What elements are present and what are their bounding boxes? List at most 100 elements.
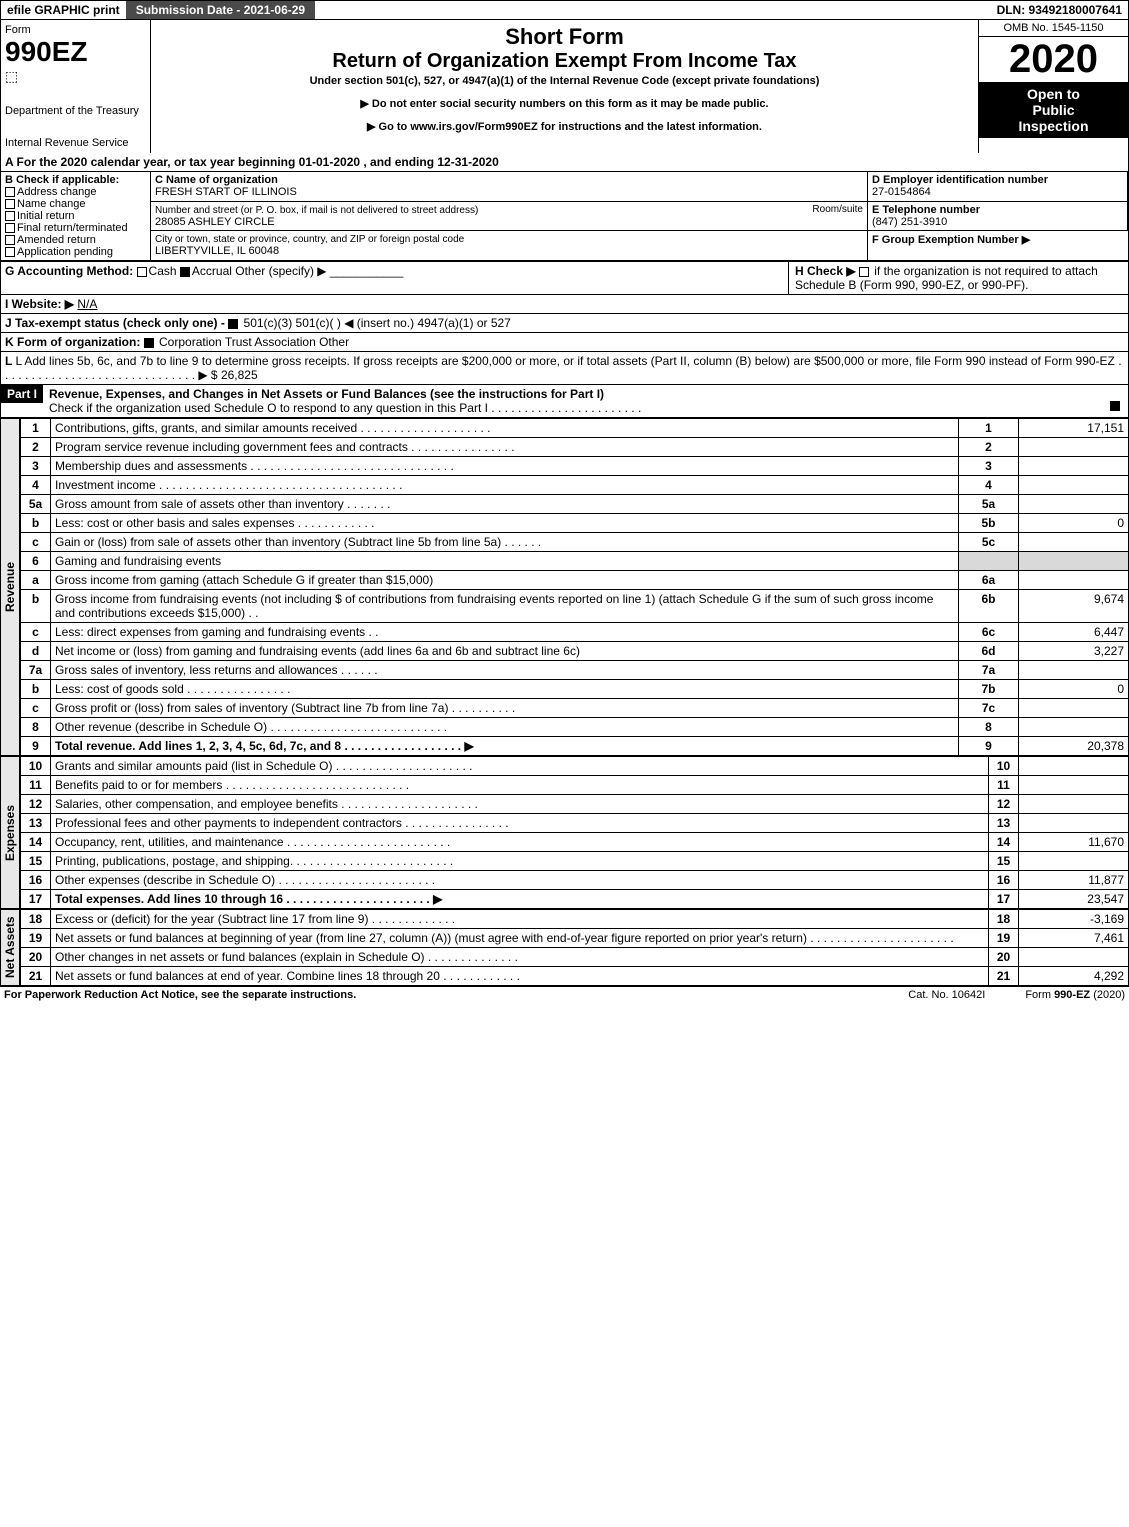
line-7a-label: Gross sales of inventory, less returns a… bbox=[55, 663, 378, 677]
checkbox-accrual[interactable] bbox=[180, 267, 190, 277]
checkbox-schedule-o[interactable] bbox=[1110, 401, 1120, 411]
telephone: (847) 251-3910 bbox=[872, 216, 947, 228]
line-k: K Form of organization: Corporation Trus… bbox=[0, 333, 1129, 352]
box-e-label: E Telephone number bbox=[872, 204, 980, 216]
box-b-title: B Check if applicable: bbox=[5, 174, 146, 186]
short-form-title: Short Form bbox=[159, 24, 970, 50]
line-17-amount: 23,547 bbox=[1019, 890, 1129, 909]
ssn-notice: ▶ Do not enter social security numbers o… bbox=[159, 97, 970, 110]
opt-amended-return: Amended return bbox=[17, 234, 96, 246]
line-10-label: Grants and similar amounts paid (list in… bbox=[51, 757, 989, 776]
opt-application-pending: Application pending bbox=[17, 246, 113, 258]
revenue-label: Revenue bbox=[0, 418, 20, 756]
line-15-label: Printing, publications, postage, and shi… bbox=[51, 852, 989, 871]
page-footer: For Paperwork Reduction Act Notice, see … bbox=[0, 986, 1129, 1003]
checkbox-initial-return[interactable] bbox=[5, 211, 15, 221]
net-assets-table: 18Excess or (deficit) for the year (Subt… bbox=[20, 909, 1129, 986]
omb-number: OMB No. 1545-1150 bbox=[979, 20, 1128, 37]
line-5c-label: Gain or (loss) from sale of assets other… bbox=[51, 533, 959, 552]
box-f-label: F Group Exemption Number ▶ bbox=[872, 234, 1030, 246]
line-l-text: L Add lines 5b, 6c, and 7b to line 9 to … bbox=[5, 354, 1122, 382]
line-11-label: Benefits paid to or for members . . . . … bbox=[51, 776, 989, 795]
opt-name-change: Name change bbox=[17, 198, 86, 210]
city-label: City or town, state or province, country… bbox=[155, 234, 464, 245]
opt-final-return: Final return/terminated bbox=[17, 222, 128, 234]
line-11-amount bbox=[1019, 776, 1129, 795]
line-6d-label: Net income or (loss) from gaming and fun… bbox=[51, 642, 959, 661]
line-5b-mid: 0 bbox=[1019, 514, 1129, 533]
line-g-h: G Accounting Method: Cash Accrual Other … bbox=[0, 262, 1129, 295]
line-2-amount bbox=[1019, 438, 1129, 457]
line-4-label: Investment income . . . . . . . . . . . … bbox=[51, 476, 959, 495]
website-value: N/A bbox=[77, 297, 97, 311]
checkbox-address-change[interactable] bbox=[5, 187, 15, 197]
line-9-label: Total revenue. Add lines 1, 2, 3, 4, 5c,… bbox=[51, 737, 959, 756]
line-6a-mid bbox=[1019, 571, 1129, 590]
opt-address-change: Address change bbox=[17, 186, 97, 198]
box-b: B Check if applicable: Address change Na… bbox=[1, 172, 151, 261]
net-assets-label: Net Assets bbox=[0, 909, 20, 986]
line-j: J Tax-exempt status (check only one) - 5… bbox=[0, 314, 1129, 333]
line-5a-mid bbox=[1019, 495, 1129, 514]
line-15-amount bbox=[1019, 852, 1129, 871]
expenses-label: Expenses bbox=[0, 756, 20, 909]
website-notice: ▶ Go to www.irs.gov/Form990EZ for instru… bbox=[159, 120, 970, 133]
inspection-line3: Inspection bbox=[983, 118, 1124, 134]
line-21-amount: 4,292 bbox=[1019, 967, 1129, 986]
line-j-label: J Tax-exempt status (check only one) - bbox=[5, 316, 228, 330]
irs-label: Internal Revenue Service bbox=[5, 137, 146, 149]
box-c-city: City or town, state or province, country… bbox=[151, 231, 868, 261]
line-7c-label: Gross profit or (loss) from sales of inv… bbox=[51, 699, 959, 718]
street-address: 28085 ASHLEY CIRCLE bbox=[155, 216, 275, 228]
line-8-label: Other revenue (describe in Schedule O) .… bbox=[51, 718, 959, 737]
line-l: L L Add lines 5b, 6c, and 7b to line 9 t… bbox=[0, 352, 1129, 385]
form-number: 990EZ bbox=[5, 36, 146, 68]
dln: DLN: 93492180007641 bbox=[991, 1, 1128, 19]
line-20-amount bbox=[1019, 948, 1129, 967]
checkbox-corporation[interactable] bbox=[144, 338, 154, 348]
city-state-zip: LIBERTYVILLE, IL 60048 bbox=[155, 245, 279, 257]
opt-initial-return: Initial return bbox=[17, 210, 74, 222]
org-info-block: B Check if applicable: Address change Na… bbox=[0, 172, 1129, 262]
checkbox-amended-return[interactable] bbox=[5, 235, 15, 245]
line-6-label: Gaming and fundraising events bbox=[51, 552, 959, 571]
checkbox-501c3[interactable] bbox=[228, 319, 238, 329]
checkbox-application-pending[interactable] bbox=[5, 247, 15, 257]
line-6b-label: Gross income from fundraising events (no… bbox=[55, 592, 933, 620]
box-c-label: C Name of organization bbox=[155, 174, 278, 186]
form-header: Form 990EZ ⬚ Department of the Treasury … bbox=[0, 20, 1129, 153]
checkbox-cash[interactable] bbox=[137, 267, 147, 277]
expenses-section: Expenses 10Grants and similar amounts pa… bbox=[0, 756, 1129, 909]
line-6b-mid: 9,674 bbox=[1019, 590, 1129, 623]
box-d-label: D Employer identification number bbox=[872, 174, 1048, 186]
line-4-amount bbox=[1019, 476, 1129, 495]
line-20-label: Other changes in net assets or fund bala… bbox=[51, 948, 989, 967]
checkbox-name-change[interactable] bbox=[5, 199, 15, 209]
line-14-amount: 11,670 bbox=[1019, 833, 1129, 852]
inspection-line1: Open to bbox=[983, 86, 1124, 102]
top-bar: efile GRAPHIC print Submission Date - 20… bbox=[0, 0, 1129, 20]
efile-label[interactable]: efile GRAPHIC print bbox=[1, 1, 126, 19]
line-i-label: I Website: ▶ bbox=[5, 297, 74, 311]
line-6c-label: Less: direct expenses from gaming and fu… bbox=[55, 625, 379, 639]
line-1-amount: 17,151 bbox=[1019, 419, 1129, 438]
line-7b-label: Less: cost of goods sold . . . . . . . .… bbox=[55, 682, 290, 696]
department: Department of the Treasury bbox=[5, 105, 146, 117]
line-8-amount bbox=[1019, 718, 1129, 737]
inspection-badge: Open to Public Inspection bbox=[979, 82, 1128, 138]
tax-year: 2020 bbox=[979, 37, 1128, 82]
checkbox-h[interactable] bbox=[859, 267, 869, 277]
net-assets-section: Net Assets 18Excess or (deficit) for the… bbox=[0, 909, 1129, 986]
part1-heading: Revenue, Expenses, and Changes in Net As… bbox=[49, 387, 604, 401]
subtitle: Under section 501(c), 527, or 4947(a)(1)… bbox=[159, 75, 970, 87]
line-17-label: Total expenses. Add lines 10 through 16 … bbox=[51, 890, 989, 909]
line-h-label: H Check ▶ bbox=[795, 264, 859, 278]
box-c-addr: Number and street (or P. O. box, if mail… bbox=[151, 202, 868, 232]
line-16-label: Other expenses (describe in Schedule O) … bbox=[51, 871, 989, 890]
checkbox-final-return[interactable] bbox=[5, 223, 15, 233]
line-19-amount: 7,461 bbox=[1019, 929, 1129, 948]
line-14-label: Occupancy, rent, utilities, and maintena… bbox=[51, 833, 989, 852]
line-a: A For the 2020 calendar year, or tax yea… bbox=[0, 153, 1129, 172]
line-7a-mid bbox=[1019, 661, 1129, 680]
line-19-label: Net assets or fund balances at beginning… bbox=[51, 929, 989, 948]
